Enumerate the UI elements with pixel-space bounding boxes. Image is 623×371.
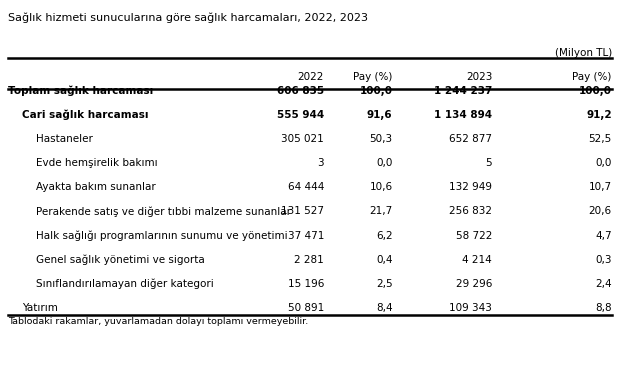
Text: Evde hemşirelik bakımı: Evde hemşirelik bakımı: [36, 158, 157, 168]
Text: Pay (%): Pay (%): [353, 72, 392, 82]
Text: 4 214: 4 214: [462, 255, 492, 265]
Text: 91,6: 91,6: [367, 110, 392, 120]
Text: Sınıflandırılamayan diğer kategori: Sınıflandırılamayan diğer kategori: [36, 279, 213, 289]
Text: 2,4: 2,4: [595, 279, 612, 289]
Text: 132 949: 132 949: [449, 183, 492, 192]
Text: 52,5: 52,5: [589, 134, 612, 144]
Text: 0,0: 0,0: [596, 158, 612, 168]
Text: 131 527: 131 527: [281, 207, 324, 216]
Text: 100,0: 100,0: [579, 86, 612, 96]
Text: 58 722: 58 722: [456, 231, 492, 240]
Text: 5: 5: [485, 158, 492, 168]
Text: Genel sağlık yönetimi ve sigorta: Genel sağlık yönetimi ve sigorta: [36, 255, 204, 265]
Text: Toplam sağlık harcaması: Toplam sağlık harcaması: [8, 86, 153, 96]
Text: 8,4: 8,4: [376, 303, 392, 313]
Text: 6,2: 6,2: [376, 231, 392, 240]
Text: 64 444: 64 444: [288, 183, 324, 192]
Text: Ayakta bakım sunanlar: Ayakta bakım sunanlar: [36, 183, 155, 192]
Text: 606 835: 606 835: [277, 86, 324, 96]
Text: 29 296: 29 296: [456, 279, 492, 289]
Text: Yatırım: Yatırım: [22, 303, 58, 313]
Text: 2,5: 2,5: [376, 279, 392, 289]
Text: 8,8: 8,8: [595, 303, 612, 313]
Text: 2022: 2022: [298, 72, 324, 82]
Text: Cari sağlık harcaması: Cari sağlık harcaması: [22, 110, 148, 120]
Text: 15 196: 15 196: [288, 279, 324, 289]
Text: 20,6: 20,6: [589, 207, 612, 216]
Text: 3: 3: [317, 158, 324, 168]
Text: Perakende satış ve diğer tıbbi malzeme sunanlar: Perakende satış ve diğer tıbbi malzeme s…: [36, 206, 290, 217]
Text: 2 281: 2 281: [294, 255, 324, 265]
Text: 50 891: 50 891: [288, 303, 324, 313]
Text: (Milyon TL): (Milyon TL): [554, 48, 612, 58]
Text: 21,7: 21,7: [369, 207, 392, 216]
Text: 4,7: 4,7: [595, 231, 612, 240]
Text: 0,3: 0,3: [596, 255, 612, 265]
Text: Sağlık hizmeti sunucularına göre sağlık harcamaları, 2022, 2023: Sağlık hizmeti sunucularına göre sağlık …: [8, 13, 368, 23]
Text: 256 832: 256 832: [449, 207, 492, 216]
Text: 10,6: 10,6: [369, 183, 392, 192]
Text: 305 021: 305 021: [281, 134, 324, 144]
Text: 100,0: 100,0: [359, 86, 392, 96]
Text: 1 134 894: 1 134 894: [434, 110, 492, 120]
Text: 2023: 2023: [466, 72, 492, 82]
Text: 10,7: 10,7: [589, 183, 612, 192]
Text: 91,2: 91,2: [586, 110, 612, 120]
Text: 0,0: 0,0: [376, 158, 392, 168]
Text: Halk sağlığı programlarının sunumu ve yönetimi: Halk sağlığı programlarının sunumu ve yö…: [36, 230, 287, 241]
Text: 652 877: 652 877: [449, 134, 492, 144]
Text: 555 944: 555 944: [277, 110, 324, 120]
Text: 37 471: 37 471: [288, 231, 324, 240]
Text: 1 244 237: 1 244 237: [434, 86, 492, 96]
Text: Hastaneler: Hastaneler: [36, 134, 92, 144]
Text: Pay (%): Pay (%): [573, 72, 612, 82]
Text: 0,4: 0,4: [376, 255, 392, 265]
Text: 50,3: 50,3: [369, 134, 392, 144]
Text: Tablodaki rakamlar, yuvarlamadan dolayı toplamı vermeyebilir.: Tablodaki rakamlar, yuvarlamadan dolayı …: [8, 317, 308, 326]
Text: 109 343: 109 343: [449, 303, 492, 313]
